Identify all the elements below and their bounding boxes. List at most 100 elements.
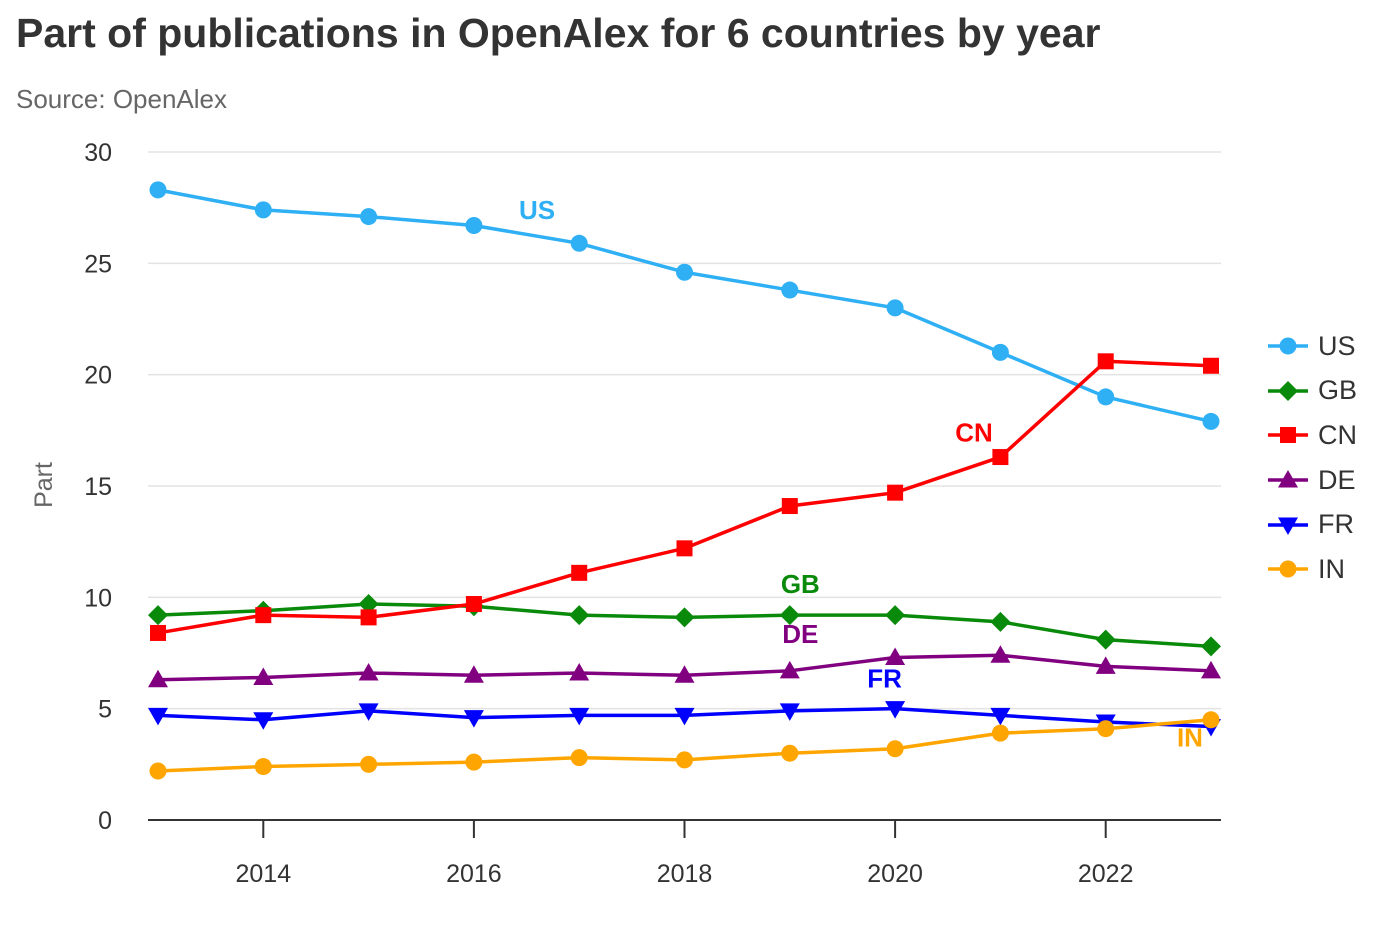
- legend-marker: [1279, 560, 1297, 578]
- legend-label: GB: [1318, 375, 1358, 406]
- x-axis: 2014 2016 2018 2020 2022: [148, 819, 1221, 888]
- data-point-fr: [885, 701, 906, 719]
- legend-symbol-us: [1268, 337, 1308, 355]
- legend-symbol-de: [1268, 470, 1308, 488]
- series-label-fr: FR: [867, 664, 902, 694]
- data-point-de: [990, 645, 1011, 663]
- x-tick-label: 2022: [1078, 860, 1134, 888]
- data-point-fr: [253, 712, 274, 730]
- legend-symbol-gb: [1268, 380, 1308, 401]
- data-point-cn: [887, 484, 904, 501]
- x-tick-label: 2020: [867, 860, 923, 888]
- legend-item-cn[interactable]: CN: [1268, 413, 1357, 458]
- data-point-us: [991, 343, 1009, 361]
- data-point-de: [885, 647, 906, 665]
- legend-label: CN: [1318, 419, 1357, 450]
- data-point-cn: [992, 449, 1009, 466]
- data-point-de: [148, 669, 168, 688]
- data-point-cn: [360, 609, 377, 626]
- legend-label: US: [1318, 330, 1356, 361]
- legend-label: IN: [1318, 553, 1345, 584]
- data-point-fr: [358, 703, 379, 721]
- data-point-us: [570, 234, 588, 252]
- legend-symbol-in: [1268, 560, 1308, 578]
- y-axis-label: Part: [30, 462, 58, 508]
- data-point-gb: [990, 611, 1011, 632]
- y-tick-label: 15: [84, 473, 112, 501]
- data-point-in: [1097, 720, 1115, 738]
- y-tick-label: 5: [98, 696, 112, 724]
- data-point-fr: [990, 707, 1011, 726]
- series-gb: [148, 594, 1221, 657]
- x-tick-label: 2014: [235, 860, 291, 888]
- data-point-fr: [779, 703, 800, 721]
- data-point-gb: [885, 605, 906, 626]
- data-point-in: [360, 755, 378, 773]
- data-point-gb: [569, 605, 590, 626]
- data-point-de: [674, 665, 695, 683]
- data-point-us: [254, 201, 272, 219]
- legend-symbol-fr: [1268, 517, 1308, 535]
- legend: US GB CN DE FR IN: [1268, 324, 1357, 592]
- data-point-cn: [571, 564, 588, 581]
- series-label-cn: CN: [955, 417, 993, 447]
- data-point-us: [360, 208, 378, 226]
- legend-label: DE: [1318, 464, 1356, 495]
- data-point-cn: [1203, 357, 1219, 374]
- data-point-gb: [358, 594, 379, 615]
- series-line-us: [157, 188, 1212, 424]
- data-point-de: [253, 667, 274, 685]
- y-tick-label: 0: [98, 807, 112, 835]
- series-de: [148, 645, 1221, 688]
- data-point-in: [886, 740, 904, 758]
- data-point-us: [1202, 412, 1220, 430]
- data-point-in: [1202, 711, 1220, 729]
- series-in: [149, 711, 1220, 780]
- data-point-in: [570, 749, 588, 767]
- chart-title: Part of publications in OpenAlex for 6 c…: [16, 10, 1101, 56]
- data-point-gb: [1095, 629, 1116, 650]
- legend-label: FR: [1318, 509, 1354, 540]
- series-labels: US GB CN DE FR IN: [519, 195, 1203, 753]
- data-point-fr: [148, 707, 168, 726]
- legend-item-in[interactable]: IN: [1268, 547, 1357, 592]
- data-point-cn: [1097, 353, 1114, 370]
- data-point-de: [779, 660, 800, 679]
- y-tick-label: 10: [84, 584, 112, 612]
- data-point-in: [676, 751, 693, 769]
- data-point-gb: [148, 605, 168, 626]
- data-point-de: [1095, 656, 1116, 674]
- data-point-us: [149, 181, 167, 199]
- legend-item-us[interactable]: US: [1268, 324, 1357, 369]
- data-point-cn: [465, 596, 482, 613]
- data-point-cn: [150, 624, 166, 641]
- data-point-in: [465, 753, 483, 771]
- x-tick-label: 2018: [657, 860, 713, 888]
- legend-marker: [1279, 337, 1297, 355]
- y-tick-label: 25: [84, 250, 112, 278]
- legend-symbol-cn: [1268, 427, 1308, 444]
- series-label-de: DE: [782, 619, 818, 649]
- y-tick-label: 20: [84, 362, 112, 390]
- data-point-de: [1201, 660, 1221, 679]
- legend-marker: [1278, 517, 1298, 535]
- chart-subtitle: Source: OpenAlex: [16, 84, 228, 114]
- legend-item-de[interactable]: DE: [1268, 458, 1357, 503]
- data-point-us: [1097, 388, 1115, 406]
- legend-item-gb[interactable]: GB: [1268, 369, 1357, 414]
- data-point-in: [149, 762, 167, 780]
- data-point-de: [358, 663, 379, 681]
- y-axis-ticks: 0 5 10 15 20 25 30: [84, 139, 112, 835]
- data-point-cn: [255, 607, 272, 624]
- data-point-gb: [1201, 636, 1221, 657]
- legend-item-fr[interactable]: FR: [1268, 502, 1357, 547]
- data-point-us: [781, 281, 799, 299]
- data-point-gb: [779, 605, 800, 626]
- series-line-cn: [157, 359, 1212, 635]
- series-us: [149, 181, 1220, 430]
- data-point-in: [991, 724, 1009, 742]
- series-label-us: US: [519, 195, 555, 225]
- data-point-in: [254, 758, 272, 776]
- series-label-in: IN: [1177, 723, 1203, 753]
